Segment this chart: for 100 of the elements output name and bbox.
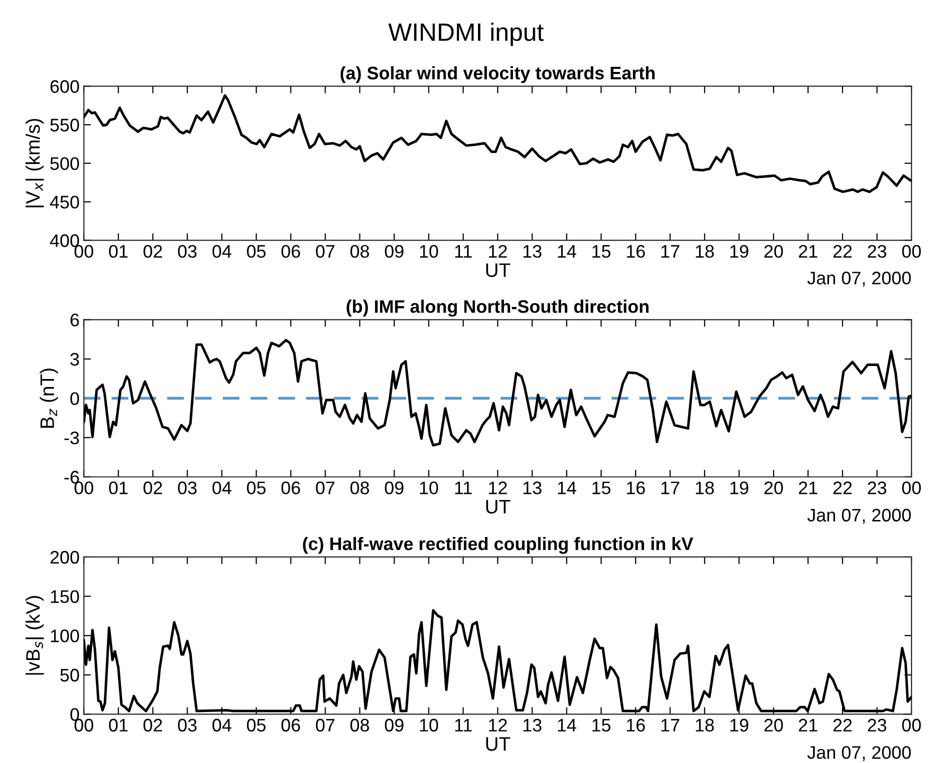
x-axis-title: UT — [486, 263, 510, 278]
y-tick-label: 100 — [50, 630, 80, 642]
x-axis-title: UT — [486, 500, 510, 514]
x-tick-label: 21 — [798, 244, 818, 258]
x-tick-label: 05 — [246, 482, 266, 494]
x-tick-label: 02 — [144, 718, 162, 732]
y-tick-label: 500 — [50, 157, 80, 170]
y-tick-label: 600 — [50, 80, 80, 93]
x-tick-label: 14 — [558, 245, 576, 258]
x-tick-label: 03 — [178, 482, 197, 494]
text: Jan 07, 2000 — [807, 508, 911, 524]
x-tick-label: 19 — [730, 482, 748, 494]
x-tick-label: 13 — [524, 244, 542, 258]
x-tick-label: 17 — [661, 482, 680, 494]
y-tick-label: 3 — [70, 352, 79, 366]
x-tick-label: 04 — [212, 482, 232, 494]
x-tick-label: 22 — [833, 482, 852, 494]
x-tick-label: 08 — [350, 244, 370, 258]
x-tick-label: 15 — [592, 245, 610, 258]
x-tick-label: 01 — [109, 244, 128, 258]
x-tick-label: 17 — [661, 245, 680, 258]
y-tick-label: -3 — [64, 432, 79, 444]
y-tick-label: 400 — [50, 234, 80, 248]
x-tick-label: 04 — [212, 244, 232, 258]
y-tick-label: 150 — [50, 590, 80, 604]
x-tick-label: 08 — [350, 482, 370, 494]
y-tick-label: 200 — [50, 550, 80, 564]
y-tick-label: 50 — [60, 668, 80, 682]
x-tick-label: 11 — [455, 245, 472, 258]
x-tick-label: 10 — [420, 244, 438, 258]
x-tick-label: 18 — [696, 482, 714, 494]
x-tick-label: 03 — [178, 244, 197, 258]
x-tick-label: 11 — [455, 719, 472, 732]
y-tick-label: 0 — [70, 708, 80, 721]
x-tick-label: 16 — [626, 718, 645, 732]
x-tick-label: 04 — [212, 718, 232, 732]
x-tick-label: 20 — [764, 244, 783, 258]
x-tick-label: 23 — [868, 718, 886, 732]
x-tick-label: 06 — [281, 482, 300, 494]
x-tick-label: 11 — [455, 482, 472, 494]
chart-title: (c) Half-wave rectified coupling function in kV — [302, 536, 694, 554]
y-axis-title: |V$_{x}$| (km/s) — [26, 118, 44, 208]
x-tick-label: 20 — [764, 482, 783, 494]
x-tick-label: 00 — [74, 482, 94, 494]
y-tick-label: -6 — [64, 470, 79, 484]
x-tick-label: 08 — [350, 718, 370, 732]
y-tick-label: 6 — [70, 314, 79, 326]
x-tick-label: 14 — [558, 482, 576, 494]
x-tick-label: 21 — [798, 482, 818, 494]
x-tick-label: 10 — [420, 718, 438, 732]
y-axis-title: |vB$_{s}$| (kV) — [26, 596, 44, 675]
x-tick-label: 16 — [626, 244, 645, 258]
y-axis-title: B$_{z}$ (nT) — [40, 368, 58, 428]
x-tick-label: 05 — [246, 718, 266, 732]
y-tick-label: 0 — [70, 392, 80, 406]
x-tick-label: 00 — [902, 482, 921, 494]
x-tick-label: 01 — [109, 718, 128, 732]
x-tick-label: 10 — [420, 482, 438, 494]
x-tick-label: 00 — [902, 718, 921, 732]
x-tick-label: 16 — [626, 482, 645, 494]
x-tick-label: 02 — [144, 244, 162, 258]
line-series — [84, 94, 912, 194]
x-tick-label: 05 — [246, 244, 266, 258]
x-tick-label: 06 — [281, 718, 300, 732]
x-tick-label: 09 — [384, 244, 404, 258]
text: Jan 07, 2000 — [807, 746, 911, 761]
x-tick-label: 00 — [74, 244, 94, 258]
x-tick-label: 15 — [592, 482, 610, 494]
x-tick-label: 18 — [696, 244, 714, 258]
x-tick-label: 19 — [730, 244, 748, 258]
x-tick-label: 20 — [764, 718, 783, 732]
x-tick-label: 09 — [384, 718, 404, 732]
x-tick-label: 15 — [592, 719, 610, 732]
x-tick-label: 12 — [489, 718, 507, 732]
x-tick-label: 12 — [489, 482, 507, 494]
x-tick-label: 00 — [74, 718, 94, 732]
x-tick-label: 07 — [316, 718, 334, 732]
x-tick-label: 07 — [316, 244, 334, 258]
y-tick-label: 550 — [50, 118, 80, 132]
x-axis-title: UT — [486, 737, 510, 751]
x-tick-label: 06 — [281, 244, 300, 258]
text: WINDMI input — [388, 22, 544, 46]
x-tick-label: 18 — [696, 718, 714, 732]
x-tick-label: 03 — [178, 718, 197, 732]
x-tick-label: 23 — [868, 482, 886, 494]
y-tick-label: 450 — [50, 196, 80, 209]
x-tick-label: 17 — [661, 719, 680, 732]
x-tick-label: 09 — [384, 482, 404, 494]
x-tick-label: 22 — [833, 718, 852, 732]
x-tick-label: 21 — [798, 718, 818, 732]
x-tick-label: 13 — [524, 718, 542, 732]
x-tick-label: 22 — [833, 244, 852, 258]
x-tick-label: 02 — [144, 482, 162, 494]
chart-title: (b) IMF along North-South direction — [346, 300, 649, 317]
line-series — [84, 609, 912, 712]
x-tick-label: 07 — [316, 482, 334, 494]
x-tick-label: 01 — [109, 482, 128, 494]
x-tick-label: 13 — [524, 482, 542, 494]
x-tick-label: 23 — [868, 244, 886, 258]
chart-title: (a) Solar wind velocity towards Earth — [340, 66, 655, 84]
